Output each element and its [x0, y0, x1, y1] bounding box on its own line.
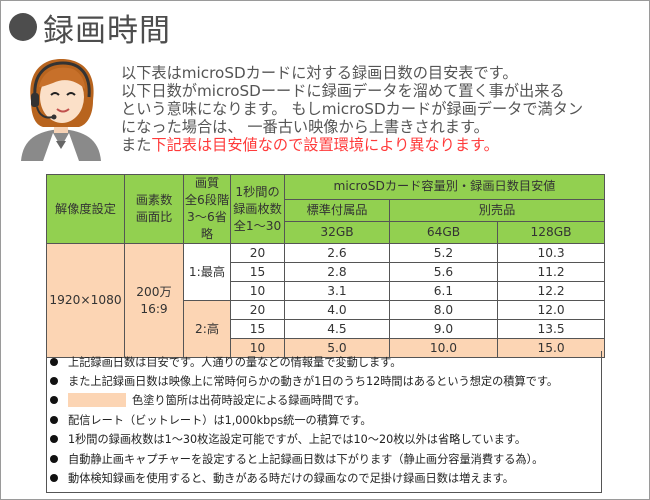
- cell-fps: 10: [230, 281, 285, 301]
- bullet-icon: [50, 435, 58, 444]
- cell-128gb: 12.2: [496, 281, 606, 301]
- note-item: 上記録画日数は目安です。人通りの量などの情報量で変動します。: [50, 352, 601, 371]
- recording-days-table: 解像度設定 画素数 画面比 画質 全6段階 3～6省略 1秒間の 録画枚数 全1～30 m…: [46, 174, 606, 358]
- note-item: また上記録画日数は映像上に常時何らかの動きが1日のうち12時間はあるという想定の…: [50, 371, 601, 390]
- header-standard: 標準付属品: [284, 198, 390, 222]
- bullet-icon: [50, 454, 58, 463]
- warning-text: 下記表は目安値なので設置環境により異なります。: [151, 136, 499, 154]
- cell-32gb: 2.8: [284, 262, 390, 282]
- intro-line: という意味になります。 もしmicroSDカードが録画データで満タン: [121, 100, 584, 118]
- cell-64gb: 8.0: [389, 300, 498, 320]
- cell-128gb: 13.5: [496, 319, 606, 339]
- table-row: 15 4.5 9.0 13.5: [47, 319, 606, 339]
- cell-128gb: 10.3: [496, 243, 606, 263]
- note-item: 自動静止画キャプチャーを設定すると上記録画日数は下がります（静止画分容量消費する…: [50, 449, 601, 468]
- cell-64gb: 10.0: [389, 338, 498, 358]
- cell-64gb: 6.1: [389, 281, 498, 301]
- header-64gb: 64GB: [389, 220, 498, 245]
- bullet-icon: [50, 415, 58, 424]
- note-item: 配信レート（ビットレート）は1,000kbps統一の積算です。: [50, 410, 601, 429]
- bullet-icon: [50, 357, 58, 366]
- cell-64gb: 9.0: [389, 319, 498, 339]
- cell-fps: 20: [230, 243, 285, 263]
- header-32gb: 32GB: [284, 220, 390, 245]
- note-item: 色塗り箇所は出荷時設定による録画時間です。: [50, 391, 601, 410]
- table-row: 15 2.8 5.6 11.2: [47, 262, 606, 282]
- cell-32gb: 5.0: [284, 338, 390, 358]
- header-capacity-group: microSDカード容量別・録画日数目安値: [283, 174, 606, 200]
- bullet-icon: [50, 377, 58, 386]
- cell-64gb: 5.2: [389, 243, 498, 263]
- note-item: 動体検知録画を使用すると、動きがある時だけの録画なので足掛け録画日数は増えます。: [50, 468, 601, 487]
- intro-line: 以下表はmicroSDカードに対する録画日数の目安表です。: [121, 64, 518, 82]
- cell-128gb: 12.0: [496, 300, 606, 320]
- cell-128gb: 11.2: [496, 262, 606, 282]
- cell-fps: 10: [230, 338, 285, 358]
- bullet-icon: [50, 474, 58, 483]
- cell-fps: 15: [230, 319, 285, 339]
- intro-line: 以下日数がmicroSDーードに録画データを溜めて置く事が出来る: [121, 82, 565, 100]
- intro-text: 以下表はmicroSDカードに対する録画日数の目安表です。 以下日数がmicro…: [121, 64, 641, 154]
- header-128gb: 128GB: [496, 220, 606, 245]
- cell-fps: 15: [230, 262, 285, 282]
- notes-box: 上記録画日数は目安です。人通りの量などの情報量で変動します。 また上記録画日数は…: [46, 351, 602, 493]
- table-row: 10 3.1 6.1 12.2: [47, 281, 606, 301]
- cell-pixels: 200万 16:9: [124, 243, 184, 358]
- note-text: また上記録画日数は映像上に常時何らかの動きが1日のうち12時間はあるという想定の…: [68, 375, 559, 389]
- intro-plain-text: また: [121, 136, 152, 154]
- table-row: 1920×1080 200万 16:9 1:最高 20 2.6 5.2 10.3: [46, 243, 606, 358]
- intro-line: また下記表は目安値なので設置環境により異なります。: [121, 136, 641, 154]
- intro-line: になった場合は、 一番古い映像から上書きされます。: [121, 118, 489, 136]
- cell-resolution: 1920×1080: [46, 243, 125, 358]
- note-text: 1秒間の録画枚数は1～30枚迄設定可能ですが、上記では10～20枚以外は省略して…: [68, 433, 527, 447]
- header-quality: 画質 全6段階 3～6省略: [183, 174, 231, 244]
- cell-32gb: 4.0: [284, 300, 390, 320]
- table-row: 2:高 20 4.0 8.0 12.0: [47, 300, 606, 358]
- section-title: 録画時間: [9, 7, 171, 49]
- header-resolution: 解像度設定: [46, 174, 125, 244]
- header-pixels: 画素数 画面比: [124, 174, 184, 244]
- cell-32gb: 3.1: [284, 281, 390, 301]
- highlight-swatch: [68, 393, 126, 408]
- note-text: 動体検知録画を使用すると、動きがある時だけの録画なので足掛け録画日数は増えます。: [68, 472, 514, 486]
- cell-fps: 20: [230, 300, 285, 320]
- header-fps: 1秒間の 録画枚数 全1～30: [230, 174, 285, 244]
- support-operator-icon: [21, 59, 101, 161]
- cell-quality-1: 1:最高: [183, 243, 231, 301]
- cell-64gb: 5.6: [389, 262, 498, 282]
- note-text: 色塗り箇所は出荷時設定による録画時間です。: [132, 394, 366, 408]
- cell-128gb: 15.0: [496, 338, 606, 358]
- note-text: 配信レート（ビットレート）は1,000kbps統一の積算です。: [68, 413, 372, 427]
- cell-quality-2: 2:高: [183, 300, 231, 358]
- page-title: 録画時間: [43, 12, 171, 49]
- note-text: 上記録画日数は目安です。人通りの量などの情報量で変動します。: [68, 355, 402, 369]
- bullet-icon: [50, 396, 58, 405]
- header-optional: 別売品: [388, 198, 606, 222]
- cell-32gb: 2.6: [284, 243, 390, 263]
- table-row: 10 5.0 10.0 15.0: [47, 338, 606, 358]
- bullet-circle-icon: [9, 13, 37, 41]
- note-text: 自動静止画キャプチャーを設定すると上記録画日数は下がります（静止画分容量消費する…: [68, 452, 544, 466]
- note-item: 1秒間の録画枚数は1～30枚迄設定可能ですが、上記では10～20枚以外は省略して…: [50, 430, 601, 449]
- cell-32gb: 4.5: [284, 319, 390, 339]
